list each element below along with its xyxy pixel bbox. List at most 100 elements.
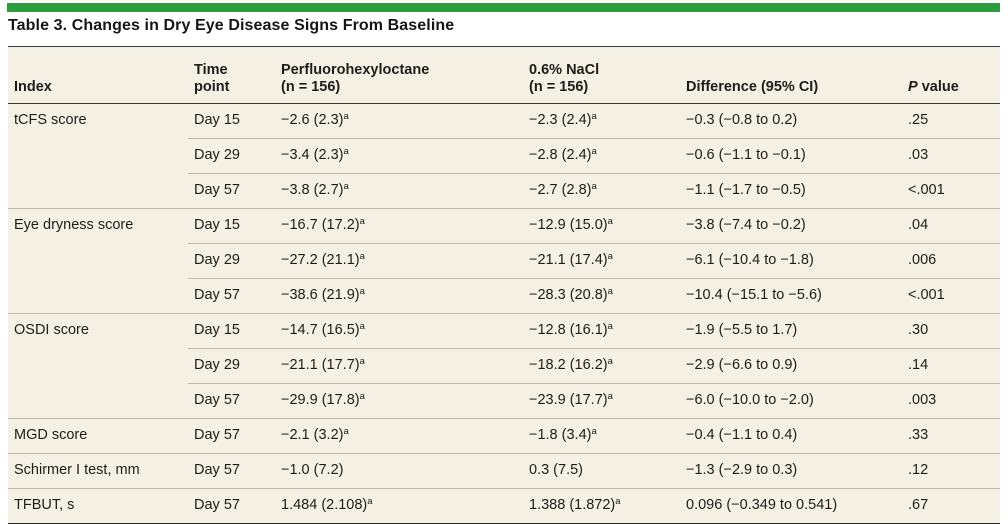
table-row: OSDI score Day 15 −14.7 (16.5)a −12.8 (1…	[8, 313, 1000, 348]
control-value-cell: −2.8 (2.4)a	[523, 138, 680, 173]
index-cell	[8, 138, 188, 173]
column-header-difference: Difference (95% CI)	[680, 47, 902, 104]
table-row: Day 29 −27.2 (21.1)a −21.1 (17.4)a −6.1 …	[8, 243, 1000, 278]
footnote-marker: a	[367, 496, 373, 507]
time-point-cell: Day 57	[188, 488, 275, 523]
p-value-cell: .003	[902, 383, 1000, 418]
control-value-cell: −21.1 (17.4)a	[523, 243, 680, 278]
control-value-cell: −12.8 (16.1)a	[523, 313, 680, 348]
control-value-cell: −2.3 (2.4)a	[529, 111, 597, 128]
time-point-cell: Day 57	[188, 418, 275, 453]
control-value-cell: 0.3 (7.5)	[523, 453, 680, 488]
index-cell: OSDI score	[8, 313, 188, 348]
difference-cell: −6.1 (−10.4 to −1.8)	[680, 243, 902, 278]
footnote-marker: a	[359, 216, 365, 227]
drug-value-cell: −2.1 (3.2)a	[275, 418, 523, 453]
footnote-marker: a	[343, 111, 349, 122]
control-value-cell: 1.388 (1.872)a	[523, 488, 680, 523]
index-cell: TFBUT, s	[8, 488, 188, 523]
table-row: TFBUT, s Day 57 1.484 (2.108)a 1.388 (1.…	[8, 488, 1000, 523]
p-value-cell: .03	[902, 138, 1000, 173]
difference-cell: −6.0 (−10.0 to −2.0)	[680, 383, 902, 418]
time-point-cell: Day 15	[188, 208, 275, 243]
footnote-marker: a	[591, 111, 597, 122]
time-point-cell: Day 15	[194, 112, 240, 128]
data-table-container: Index Time point Perfluorohexyloctane (n =…	[8, 46, 1000, 524]
footnote-marker: a	[359, 251, 365, 262]
drug-value-cell: −1.0 (7.2)	[275, 453, 523, 488]
column-header-p-value: P value	[902, 47, 1000, 104]
time-point-cell: Day 29	[188, 243, 275, 278]
drug-value-cell: −38.6 (21.9)a	[275, 278, 523, 313]
index-cell	[8, 278, 188, 313]
drug-value-cell: −2.6 (2.3)a	[281, 111, 349, 128]
difference-cell: 0.096 (−0.349 to 0.541)	[680, 488, 902, 523]
time-point-cell: Day 29	[188, 348, 275, 383]
table-row: Eye dryness score Day 15 −16.7 (17.2)a −…	[8, 208, 1000, 243]
table-row: Schirmer I test, mm Day 57 −1.0 (7.2) 0.…	[8, 453, 1000, 488]
time-point-cell: Day 57	[188, 278, 275, 313]
footnote-marker: a	[359, 356, 365, 367]
column-header-index: Index	[8, 47, 188, 104]
time-point-cell: Day 57	[188, 383, 275, 418]
time-point-cell: Day 29	[188, 138, 275, 173]
time-point-cell: Day 15	[188, 313, 275, 348]
footnote-marker: a	[607, 286, 613, 297]
difference-cell: −0.4 (−1.1 to 0.4)	[680, 418, 902, 453]
difference-cell: −2.9 (−6.6 to 0.9)	[680, 348, 902, 383]
footnote-marker: a	[607, 251, 613, 262]
footnote-marker: a	[615, 496, 621, 507]
drug-value-cell: −3.8 (2.7)a	[275, 173, 523, 208]
index-cell: tCFS score	[14, 112, 87, 128]
footnote-marker: a	[591, 426, 597, 437]
index-cell: Schirmer I test, mm	[8, 453, 188, 488]
table-row: tCFS score Day 15 −2.6 (2.3)a −2.3 (2.4)…	[8, 104, 1000, 138]
column-header-perfluorohexyloctane: Perfluorohexyloctane (n = 156)	[275, 47, 523, 104]
time-point-cell: Day 57	[188, 453, 275, 488]
time-point-cell: Day 57	[188, 173, 275, 208]
p-value-cell: .12	[902, 453, 1000, 488]
index-cell	[8, 243, 188, 278]
footnote-marker: a	[359, 391, 365, 402]
table-row: Day 29 −3.4 (2.3)a −2.8 (2.4)a −0.6 (−1.…	[8, 138, 1000, 173]
column-header-nacl: 0.6% NaCl (n = 156)	[523, 47, 680, 104]
drug-value-cell: 1.484 (2.108)a	[275, 488, 523, 523]
table-row: Day 57 −3.8 (2.7)a −2.7 (2.8)a −1.1 (−1.…	[8, 173, 1000, 208]
drug-value-cell: −14.7 (16.5)a	[275, 313, 523, 348]
index-cell	[8, 348, 188, 383]
footnote-marker: a	[343, 181, 349, 192]
difference-cell: −3.8 (−7.4 to −0.2)	[680, 208, 902, 243]
difference-cell: −10.4 (−15.1 to −5.6)	[680, 278, 902, 313]
control-value-cell: −2.7 (2.8)a	[523, 173, 680, 208]
index-cell	[8, 173, 188, 208]
footnote-marker: a	[607, 391, 613, 402]
difference-cell: −1.3 (−2.9 to 0.3)	[680, 453, 902, 488]
footnote-marker: a	[607, 216, 613, 227]
control-value-cell: −18.2 (16.2)a	[523, 348, 680, 383]
p-value-cell: .67	[902, 488, 1000, 523]
control-value-cell: −12.9 (15.0)a	[523, 208, 680, 243]
footnote-marker: a	[343, 146, 349, 157]
table-row: MGD score Day 57 −2.1 (3.2)a −1.8 (3.4)a…	[8, 418, 1000, 453]
drug-value-cell: −16.7 (17.2)a	[275, 208, 523, 243]
difference-cell: −0.3 (−0.8 to 0.2)	[686, 112, 798, 128]
table-row: Day 29 −21.1 (17.7)a −18.2 (16.2)a −2.9 …	[8, 348, 1000, 383]
footnote-marker: a	[343, 426, 349, 437]
drug-value-cell: −27.2 (21.1)a	[275, 243, 523, 278]
index-cell	[8, 383, 188, 418]
drug-value-cell: −3.4 (2.3)a	[275, 138, 523, 173]
p-value-cell: <.001	[902, 173, 1000, 208]
footnote-marker: a	[591, 181, 597, 192]
drug-value-cell: −29.9 (17.8)a	[275, 383, 523, 418]
difference-cell: −0.6 (−1.1 to −0.1)	[680, 138, 902, 173]
difference-cell: −1.1 (−1.7 to −0.5)	[680, 173, 902, 208]
table-title: Table 3. Changes in Dry Eye Disease Sign…	[8, 17, 455, 34]
table-row: Day 57 −29.9 (17.8)a −23.9 (17.7)a −6.0 …	[8, 383, 1000, 418]
footnote-marker: a	[359, 321, 365, 332]
data-table: Index Time point Perfluorohexyloctane (n =…	[8, 47, 1000, 523]
index-cell: MGD score	[8, 418, 188, 453]
drug-value-cell: −21.1 (17.7)a	[275, 348, 523, 383]
p-value-cell: .33	[902, 418, 1000, 453]
table-row: Day 57 −38.6 (21.9)a −28.3 (20.8)a −10.4…	[8, 278, 1000, 313]
